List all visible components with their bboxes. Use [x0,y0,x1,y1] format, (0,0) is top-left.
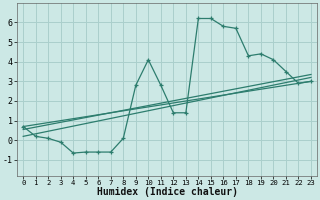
X-axis label: Humidex (Indice chaleur): Humidex (Indice chaleur) [97,187,237,197]
